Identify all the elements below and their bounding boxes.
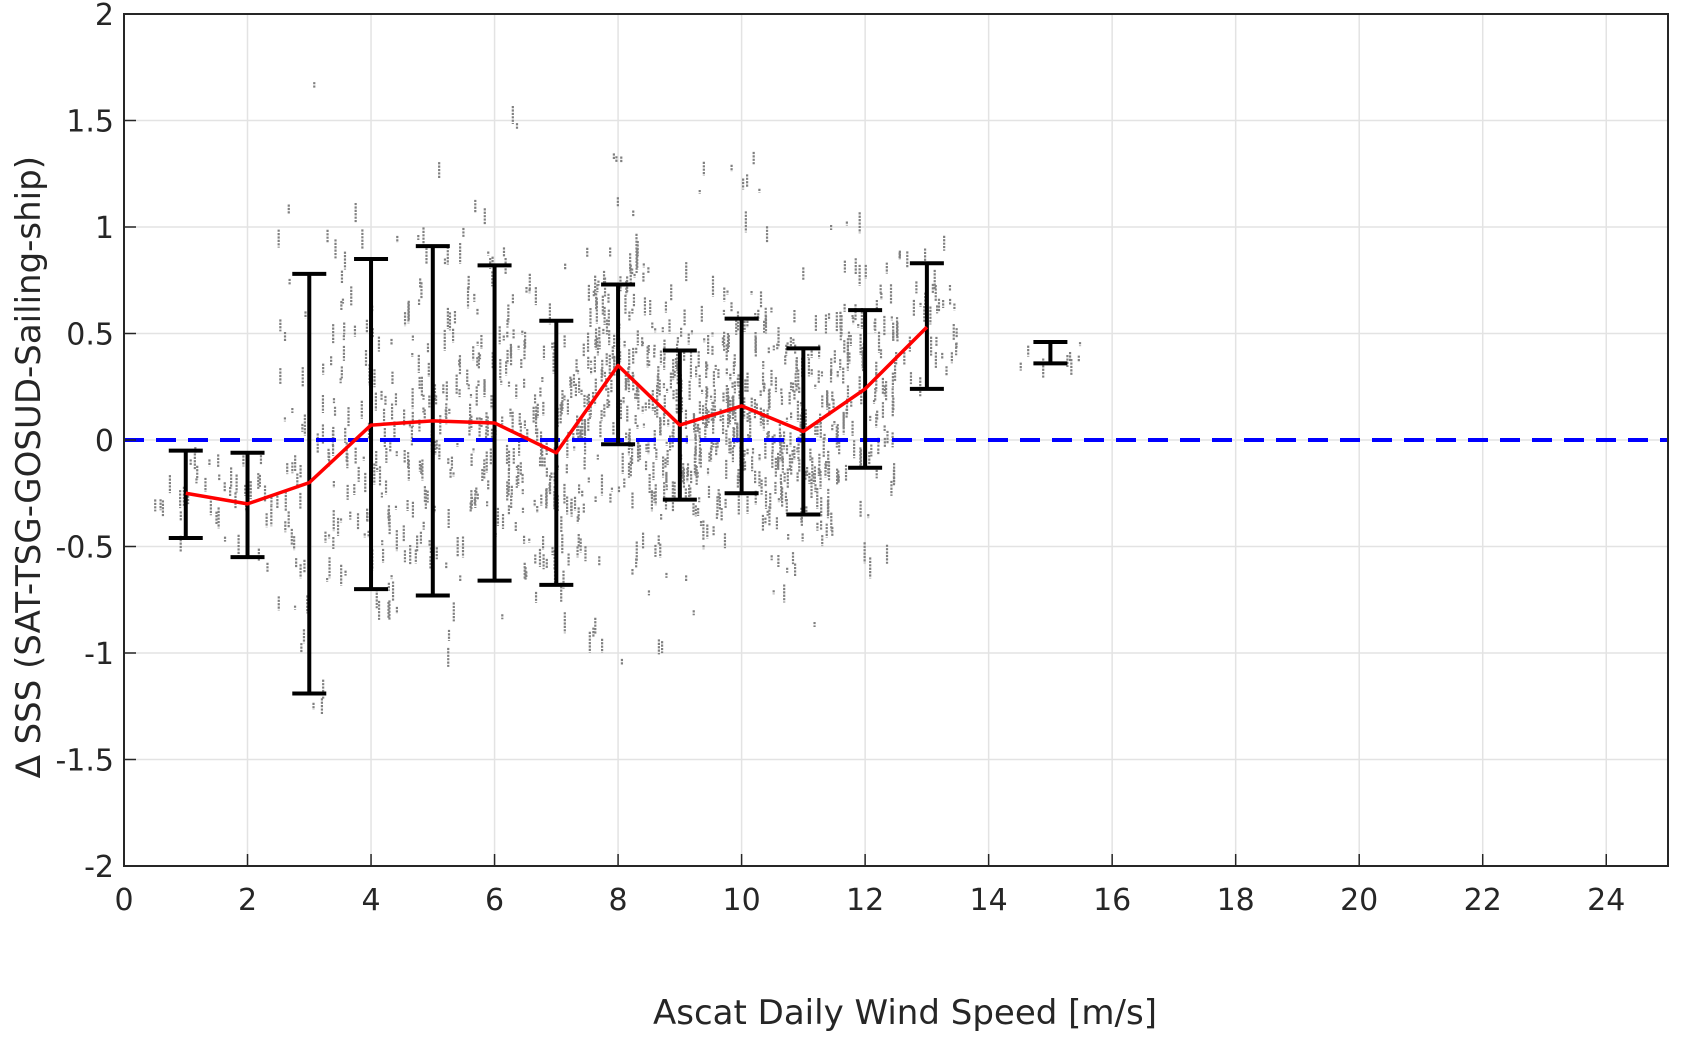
x-tick-label: 10 xyxy=(723,883,761,918)
error-bar xyxy=(1033,340,1068,366)
x-tick-label: 8 xyxy=(609,883,628,918)
y-tick-label: 0.5 xyxy=(66,318,114,353)
x-tick-label: 6 xyxy=(485,883,504,918)
mean-line xyxy=(185,325,929,506)
x-tick-label: 16 xyxy=(1093,883,1131,918)
x-tick-label: 12 xyxy=(846,883,884,918)
x-tick-label: 24 xyxy=(1587,883,1625,918)
y-tick-label: 0 xyxy=(95,424,114,459)
y-tick-labels: -2 -1.5 -1 -0.5 0 0.5 1 1.5 2 xyxy=(55,0,114,885)
x-tick-label: 18 xyxy=(1217,883,1255,918)
plot-frame xyxy=(123,13,1669,867)
x-tick-label: 2 xyxy=(238,883,257,918)
x-tick-label: 20 xyxy=(1340,883,1378,918)
y-tick-label: 1.5 xyxy=(66,105,114,140)
y-tick-label: 2 xyxy=(95,0,114,33)
y-tick-label: -2 xyxy=(84,850,114,885)
mean-line-path xyxy=(185,325,929,506)
x-tick-labels: 0 2 4 6 8 10 12 14 16 18 20 22 24 xyxy=(114,883,1625,918)
error-bar xyxy=(909,261,944,391)
axes xyxy=(123,13,1669,867)
y-tick-label: 1 xyxy=(95,211,114,246)
x-tick-label: 4 xyxy=(361,883,380,918)
y-tick-label: -1.5 xyxy=(55,744,114,779)
y-axis-title: ∆ SSS (SAT-TSG-GOSUD-Sailing-ship) xyxy=(9,156,49,779)
y-tick-label: -1 xyxy=(84,637,114,672)
x-tick-label: 22 xyxy=(1464,883,1502,918)
x-axis-title: Ascat Daily Wind Speed [m/s] xyxy=(653,993,1157,1033)
x-tick-label: 0 xyxy=(114,883,133,918)
y-tick-label: -0.5 xyxy=(55,531,114,566)
x-tick-label: 14 xyxy=(970,883,1008,918)
